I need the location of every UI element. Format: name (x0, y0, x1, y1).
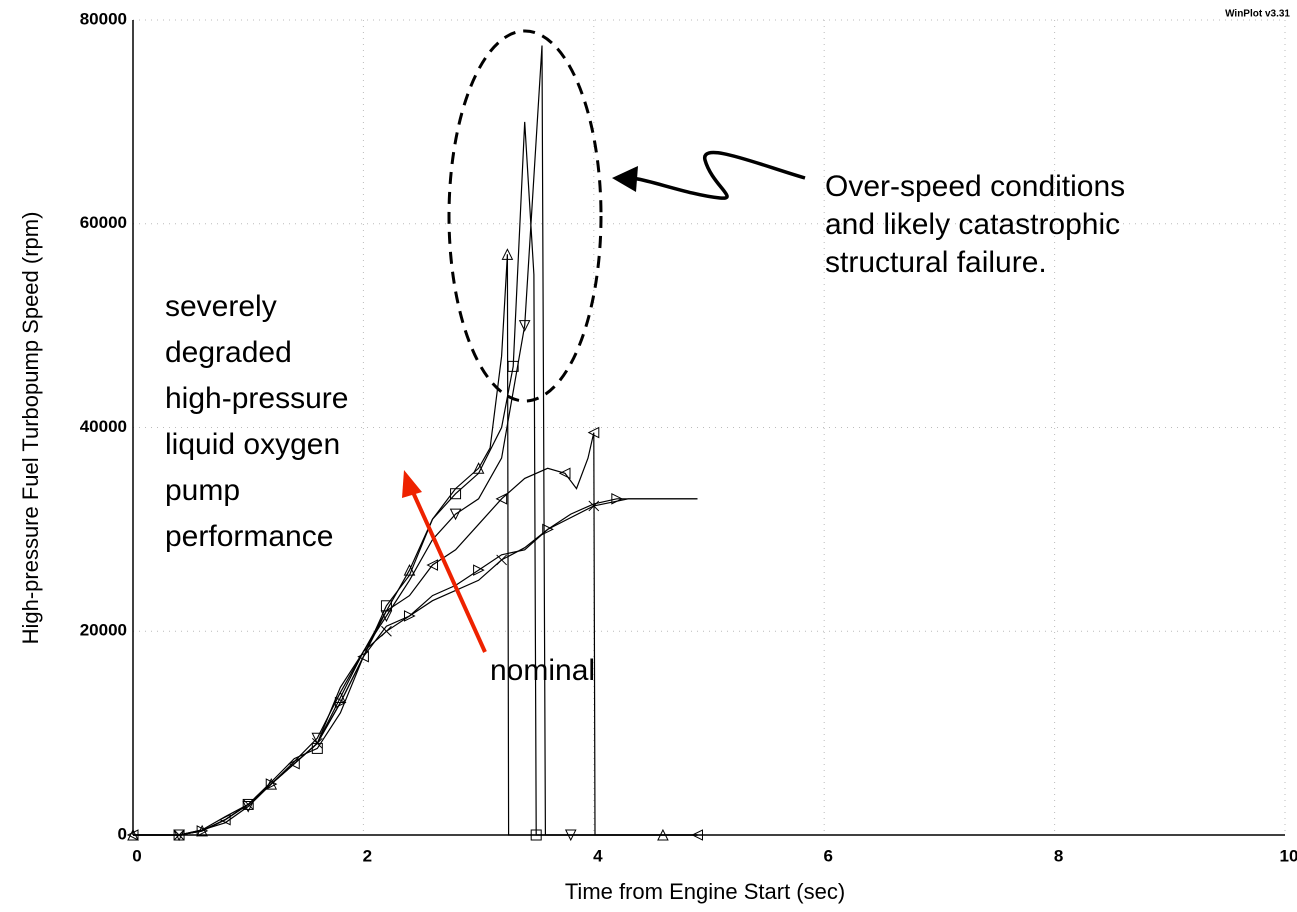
y-axis-label: High-pressure Fuel Turbopump Speed (rpm) (18, 212, 43, 645)
y-tick-label: 40000 (80, 417, 127, 436)
marker (450, 488, 462, 500)
marker (530, 829, 542, 841)
marker (173, 829, 185, 841)
marker (242, 798, 254, 810)
callout-arrow (631, 150, 806, 200)
marker (426, 559, 439, 571)
y-tick-label: 0 (118, 824, 127, 843)
x-tick-label: 0 (132, 846, 141, 865)
annotation: degraded (165, 336, 292, 369)
marker (495, 493, 508, 505)
annotation: structural failure. (825, 246, 1047, 279)
x-tick-label: 10 (1280, 846, 1297, 865)
marker (196, 825, 209, 837)
marker (242, 799, 254, 810)
highlight-ellipse (447, 29, 603, 403)
annotation: performance (165, 520, 333, 553)
x-tick-label: 4 (593, 846, 603, 865)
y-tick-label: 80000 (80, 9, 127, 28)
marker (381, 625, 392, 637)
marker (558, 467, 571, 480)
annotation: and likely catastrophic (825, 208, 1120, 241)
trend-arrow (410, 489, 487, 653)
annotation: nominal (490, 654, 595, 687)
marker (564, 829, 577, 842)
annotation: liquid oxygen (165, 428, 340, 461)
marker (449, 508, 462, 521)
marker (501, 248, 514, 260)
marker (403, 610, 416, 622)
watermark: WinPlot v3.31 (1225, 9, 1290, 20)
x-axis-label: Time from Engine Start (sec) (565, 879, 845, 904)
marker (518, 320, 531, 332)
marker (219, 813, 231, 826)
trend-arrowhead (402, 470, 422, 498)
series-line (133, 121, 698, 836)
marker (473, 564, 485, 576)
annotation: severely (165, 290, 277, 323)
annotation: high-pressure (165, 382, 348, 415)
x-tick-label: 8 (1054, 846, 1063, 865)
annotation: pump (165, 474, 240, 507)
marker (691, 829, 703, 841)
marker (588, 500, 600, 512)
series-line (133, 45, 698, 836)
series-line (133, 498, 698, 836)
marker (265, 778, 278, 790)
marker (334, 696, 347, 709)
y-tick-label: 60000 (80, 213, 127, 232)
marker (587, 426, 600, 439)
plot-area: 0 20000 40000 60000 80000 0 2 4 6 8 10 (80, 9, 1297, 865)
x-tick-label: 6 (823, 846, 832, 865)
callout-arrowhead (612, 166, 638, 192)
annotation: Over-speed conditions (825, 170, 1125, 203)
marker (542, 523, 554, 536)
x-tick-label: 2 (363, 846, 372, 865)
marker (357, 650, 369, 663)
marker (496, 554, 507, 566)
marker (288, 757, 300, 770)
marker (311, 737, 323, 749)
y-tick-label: 20000 (80, 621, 127, 640)
